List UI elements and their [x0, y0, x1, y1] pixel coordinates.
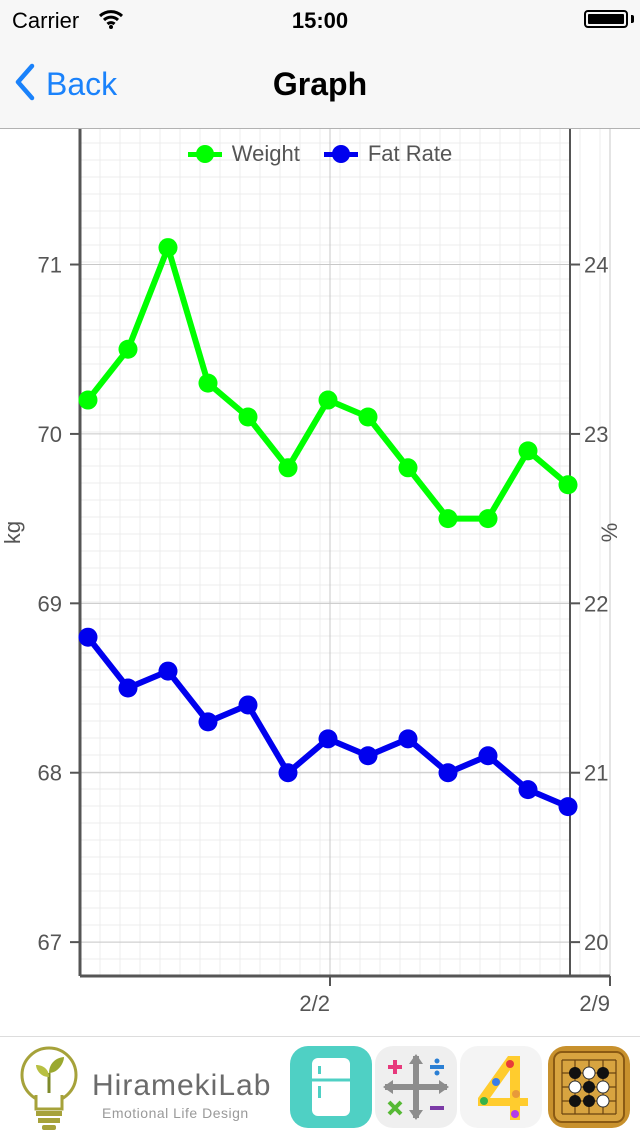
data-point-weight[interactable] — [318, 390, 338, 410]
brand-tagline: Emotional Life Design — [102, 1105, 249, 1121]
data-point-weight[interactable] — [118, 339, 138, 359]
data-point-fat-rate[interactable] — [438, 763, 458, 783]
data-point-fat-rate[interactable] — [558, 797, 578, 817]
data-point-weight[interactable] — [198, 373, 218, 393]
data-point-weight[interactable] — [158, 238, 178, 258]
y-right-tick-label: 24 — [584, 253, 608, 278]
graph-chart[interactable]: 67 68 69 70 71 20 21 22 23 24 2/2 2/9 kg% Weight Fat… — [0, 129, 640, 1036]
data-point-fat-rate[interactable] — [358, 746, 378, 766]
legend-swatch-weight — [187, 145, 222, 163]
legend-label-fat-rate: Fat Rate — [367, 141, 453, 166]
data-point-weight[interactable] — [238, 407, 258, 427]
data-point-fat-rate[interactable] — [238, 695, 258, 715]
data-point-weight[interactable] — [478, 509, 498, 529]
y-right-axis-label: % — [597, 523, 622, 543]
data-point-weight[interactable] — [78, 390, 98, 410]
y-left-tick-label: 68 — [38, 761, 62, 786]
go-game-app-icon[interactable] — [548, 1046, 630, 1128]
data-point-weight[interactable] — [518, 441, 538, 461]
legend-item-weight: Weight — [187, 141, 300, 167]
x-tick-label: 2/9 — [579, 991, 610, 1016]
status-time: 15:00 — [291, 8, 349, 33]
page-title: Graph — [272, 66, 368, 102]
y-right-tick-label: 20 — [584, 930, 608, 955]
data-point-weight[interactable] — [278, 458, 298, 478]
chart-canvas: 67 68 69 70 71 20 21 22 23 24 2/2 2/9 kg% — [0, 129, 622, 1016]
fridge-app-icon[interactable] — [290, 1046, 372, 1128]
y-left-tick-label: 67 — [38, 930, 62, 955]
data-point-fat-rate[interactable] — [78, 627, 98, 647]
data-point-fat-rate[interactable] — [278, 763, 298, 783]
data-point-fat-rate[interactable] — [478, 746, 498, 766]
data-point-fat-rate[interactable] — [158, 661, 178, 681]
y-left-tick-label: 71 — [38, 253, 62, 278]
status-bar: Carrier 15:00 — [0, 0, 640, 40]
back-button-label: Back — [46, 65, 118, 102]
data-point-fat-rate[interactable] — [318, 729, 338, 749]
chart-legend: Weight Fat Rate — [0, 141, 640, 167]
navigation-bar: Back Graph — [0, 40, 640, 129]
data-point-weight[interactable] — [398, 458, 418, 478]
data-point-fat-rate[interactable] — [398, 729, 418, 749]
data-point-weight[interactable] — [358, 407, 378, 427]
data-point-weight[interactable] — [438, 509, 458, 529]
y-right-tick-label: 23 — [584, 422, 608, 447]
x-tick-label: 2/2 — [299, 991, 330, 1016]
legend-swatch-fat-rate — [323, 145, 358, 163]
y-left-axis-label: kg — [0, 521, 25, 544]
chevron-left-icon — [14, 63, 36, 106]
y-left-tick-label: 69 — [38, 591, 62, 616]
lightbulb-icon — [14, 1043, 84, 1140]
battery-tip — [631, 15, 634, 23]
y-right-tick-label: 22 — [584, 591, 608, 616]
y-right-tick-label: 21 — [584, 761, 608, 786]
four-app-icon[interactable] — [460, 1046, 542, 1128]
carrier-label: Carrier — [12, 8, 80, 33]
wifi-icon — [98, 8, 124, 35]
back-button[interactable]: Back — [14, 63, 118, 106]
math-app-icon[interactable] — [375, 1046, 457, 1128]
brand-name: HiramekiLab — [92, 1069, 272, 1102]
data-point-weight[interactable] — [558, 475, 578, 495]
data-point-fat-rate[interactable] — [118, 678, 138, 698]
legend-item-fat-rate: Fat Rate — [323, 141, 453, 167]
data-point-fat-rate[interactable] — [198, 712, 218, 732]
hiramekilab-logo[interactable]: HiramekiLab Emotional Life Design — [14, 1043, 284, 1133]
y-left-tick-label: 70 — [38, 422, 62, 447]
legend-label-weight: Weight — [231, 141, 300, 166]
battery-icon — [584, 10, 628, 28]
promo-bar: HiramekiLab Emotional Life Design — [0, 1036, 640, 1137]
data-point-fat-rate[interactable] — [518, 780, 538, 800]
